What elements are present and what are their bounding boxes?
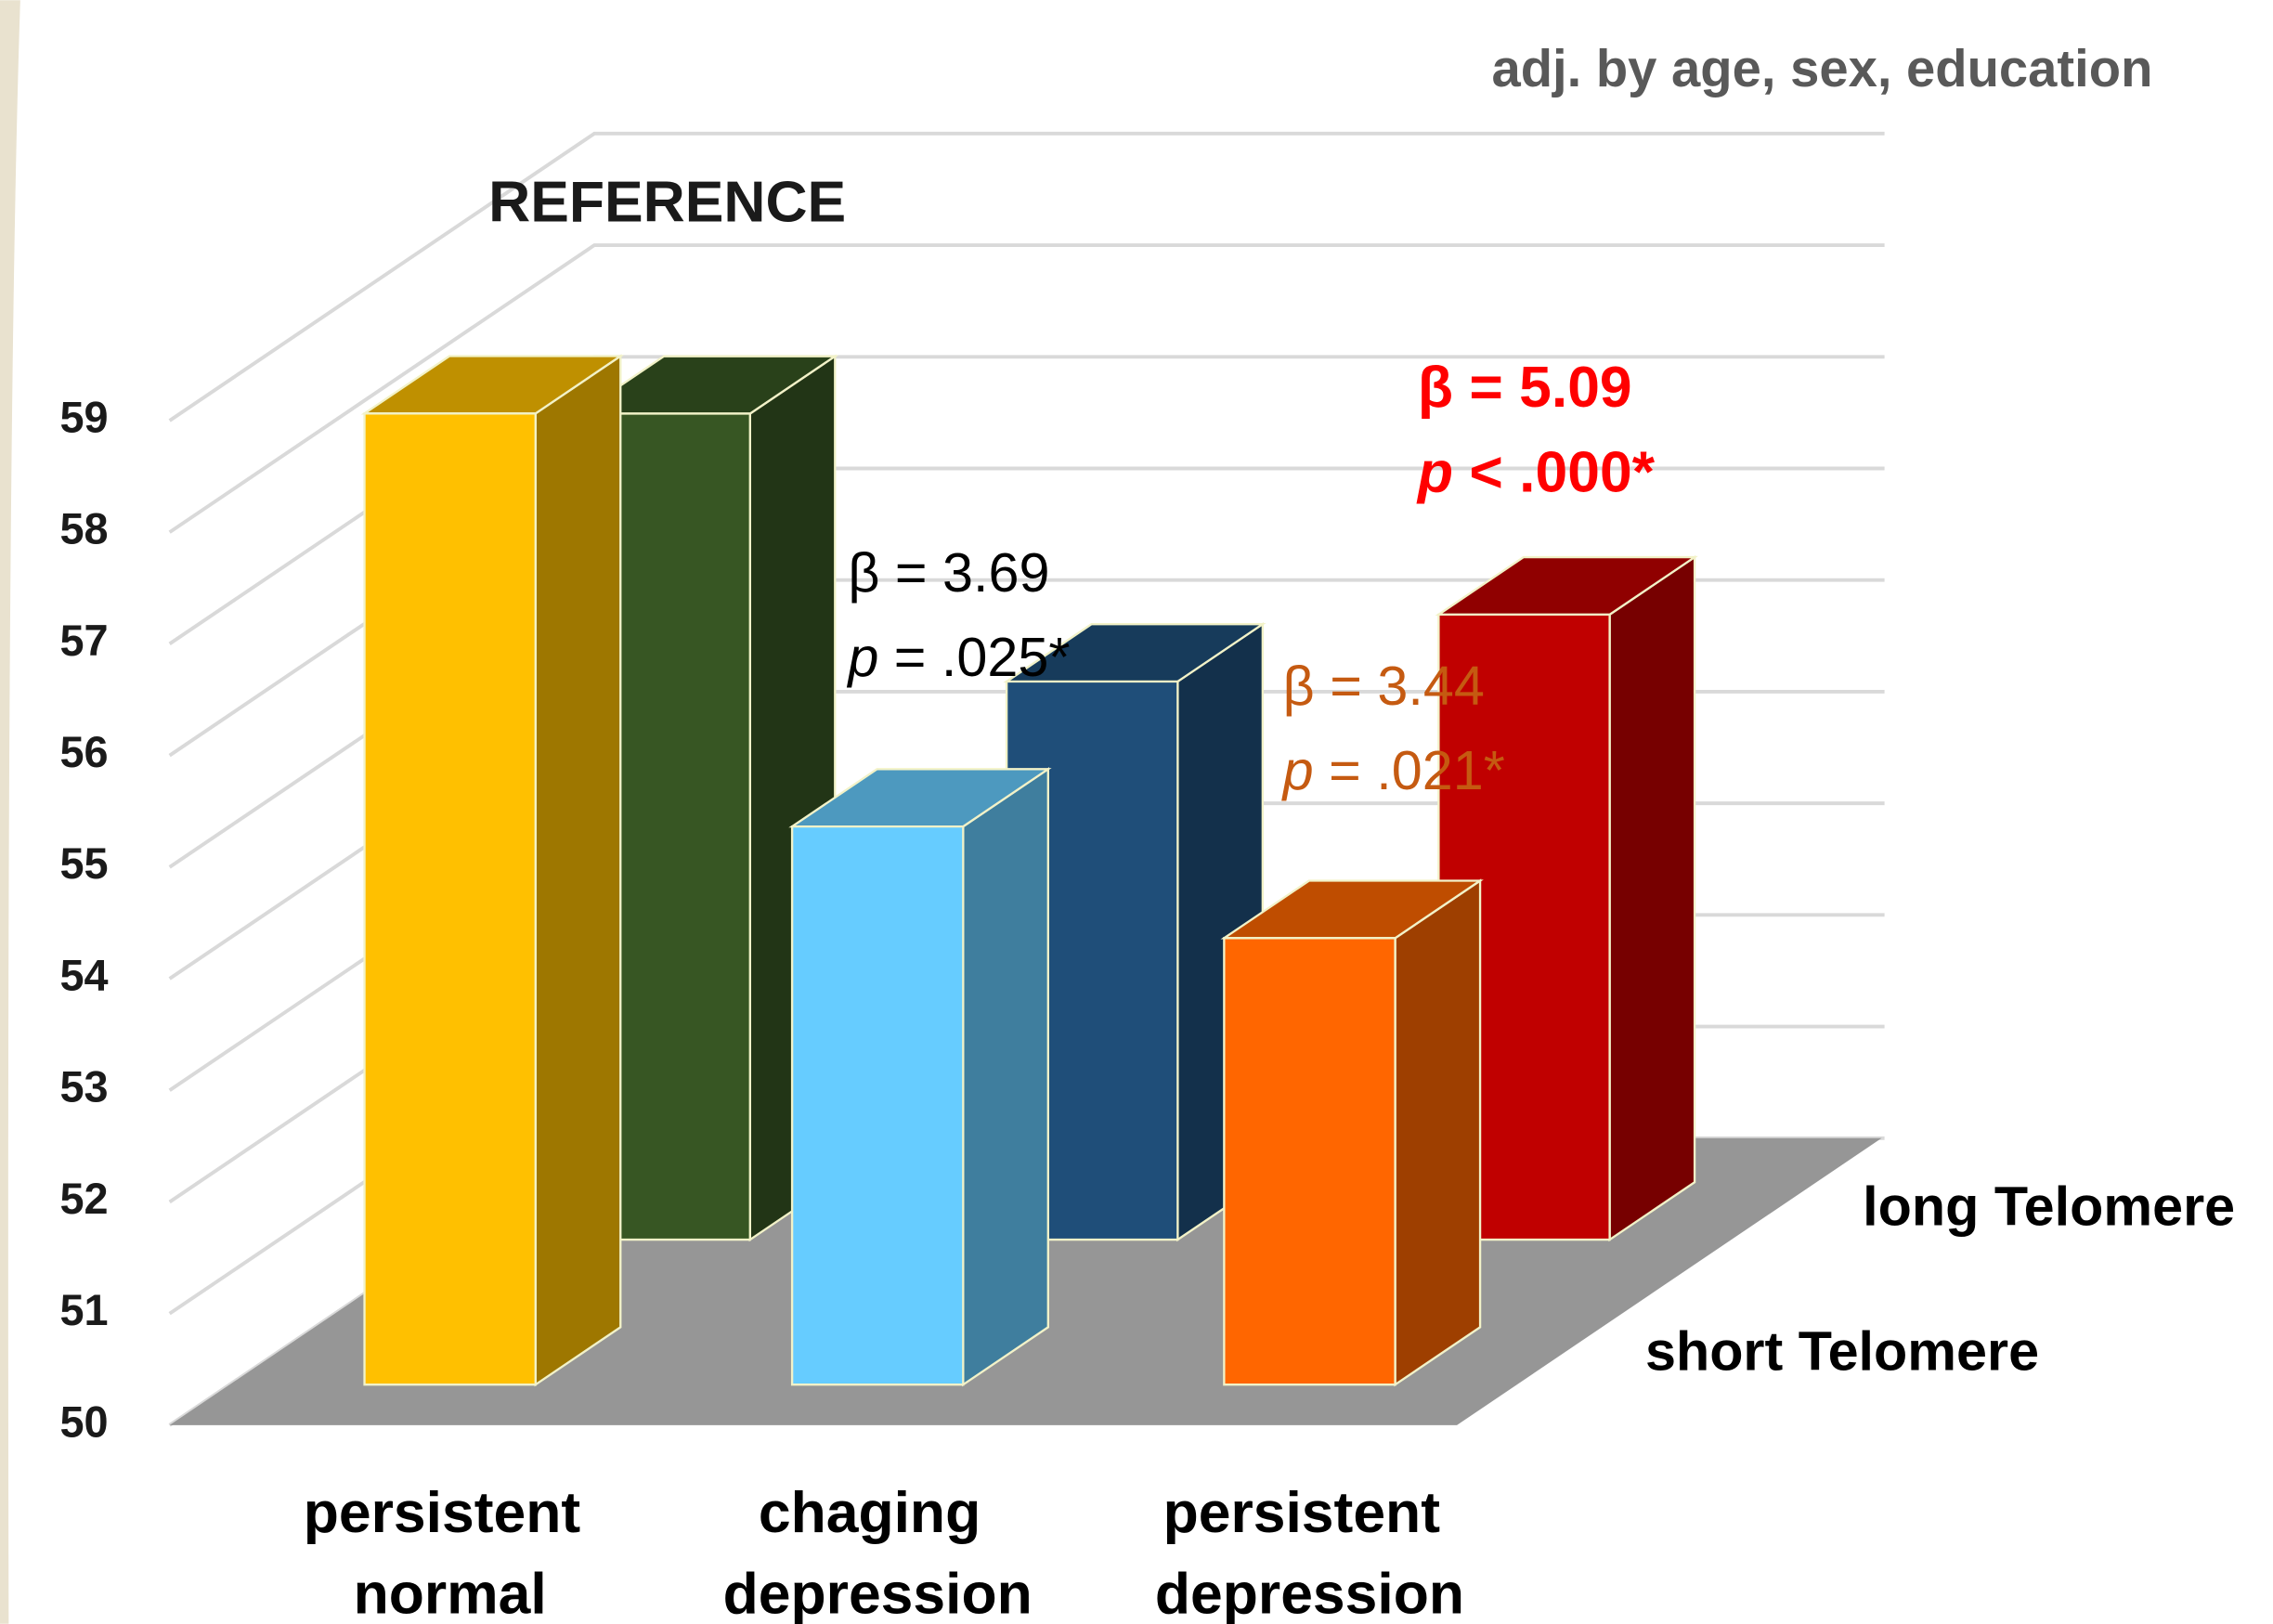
annotation-italic: p [846, 626, 878, 688]
annotation-italic: p [1281, 739, 1314, 801]
grid-line [168, 243, 1885, 534]
bar [360, 354, 625, 1387]
bar-side [1394, 878, 1482, 1387]
series-label: long Telomere [1863, 1176, 2235, 1238]
annotation: β = 5.09 [1418, 355, 1632, 420]
bar-side [1608, 554, 1696, 1242]
x-tick-label-line: depression [1155, 1561, 1464, 1624]
grid-line [168, 131, 1885, 422]
series-label: short Telomere [1645, 1320, 2039, 1383]
y-tick-label: 56 [60, 728, 109, 776]
annotation: REFERENCE [488, 169, 846, 234]
y-tick-label: 54 [60, 951, 109, 999]
x-tick-label: persistent depression [1155, 1480, 1464, 1624]
y-tick-label: 51 [60, 1286, 109, 1334]
bar-front [1223, 937, 1396, 1386]
annotation-rest: = .025* [878, 626, 1070, 688]
bar [788, 767, 1052, 1387]
x-tick-label: chaging depression [723, 1480, 1033, 1624]
annotation: p < .000* [1416, 439, 1656, 504]
bar-side [962, 767, 1049, 1387]
bar-front [1437, 613, 1611, 1241]
y-tick-label: 57 [60, 617, 109, 665]
x-tick-label-line: chaging [759, 1480, 997, 1545]
x-tick-label-line: persistent [1163, 1480, 1457, 1545]
bar-front [790, 825, 965, 1386]
bar-side [534, 354, 622, 1387]
annotation: β = 3.69 [848, 541, 1049, 604]
x-tick-label-line: persistent [304, 1480, 597, 1545]
x-tick-label-line: depression [723, 1561, 1033, 1624]
y-tick-label: 53 [60, 1063, 109, 1111]
bar [1220, 878, 1484, 1387]
annotation-italic: p [1416, 439, 1453, 504]
bar [1435, 554, 1698, 1242]
y-tick-label: 50 [60, 1397, 109, 1446]
y-tick-label: 59 [60, 393, 109, 441]
annotation: β = 3.44 [1283, 655, 1485, 717]
annotation: p = .021* [1281, 739, 1505, 801]
page-frame [0, 0, 20, 1624]
annotation: p = .025* [846, 626, 1070, 688]
x-tick-label: persistent normal [304, 1480, 597, 1624]
x-tick-label-line: normal [354, 1561, 547, 1624]
y-tick-label: 52 [60, 1175, 109, 1223]
annotation-rest: < .000* [1453, 439, 1656, 504]
y-tick-label: 58 [60, 505, 109, 553]
chart-subtitle: adj. by age, sex, education [1491, 39, 2152, 97]
annotation-rest: = .021* [1314, 739, 1505, 801]
y-tick-label: 55 [60, 839, 109, 888]
bar-front [363, 412, 537, 1386]
